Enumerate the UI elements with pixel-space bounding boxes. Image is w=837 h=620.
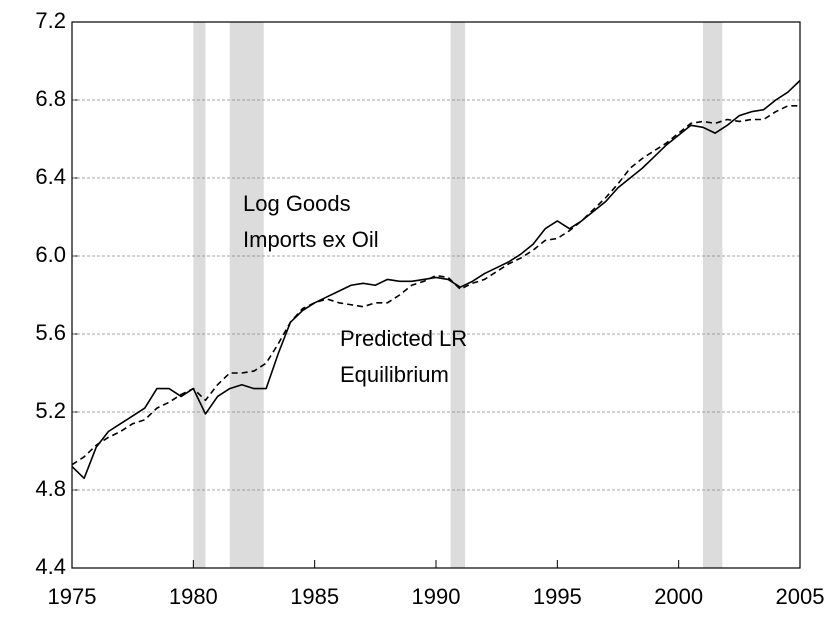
- y-tick-label: 7.2: [35, 8, 66, 33]
- recession-band: [702, 22, 723, 568]
- x-tick-label: 1980: [169, 584, 218, 609]
- x-tick-label: 1985: [290, 584, 339, 609]
- y-tick-label: 5.6: [35, 320, 66, 345]
- y-tick-label: 4.8: [35, 476, 66, 501]
- annotation: Predicted LR: [340, 326, 467, 351]
- x-tick-label: 1995: [533, 584, 582, 609]
- recession-band: [193, 22, 206, 568]
- x-tick-label: 2005: [776, 584, 825, 609]
- y-tick-label: 6.0: [35, 242, 66, 267]
- x-tick-label: 1975: [48, 584, 97, 609]
- y-tick-label: 6.4: [35, 164, 66, 189]
- annotation: Log Goods: [243, 191, 351, 216]
- x-tick-label: 2000: [654, 584, 703, 609]
- recession-band: [450, 22, 466, 568]
- y-tick-label: 6.8: [35, 86, 66, 111]
- recession-band: [229, 22, 264, 568]
- x-tick-label: 1990: [412, 584, 461, 609]
- plot-frame: [71, 21, 801, 569]
- series-line: [71, 79, 801, 480]
- y-tick-label: 4.4: [35, 554, 66, 579]
- y-tick-label: 5.2: [35, 398, 66, 423]
- series-line: [71, 105, 800, 466]
- annotation: Equilibrium: [340, 362, 449, 387]
- annotation: Imports ex Oil: [243, 227, 379, 252]
